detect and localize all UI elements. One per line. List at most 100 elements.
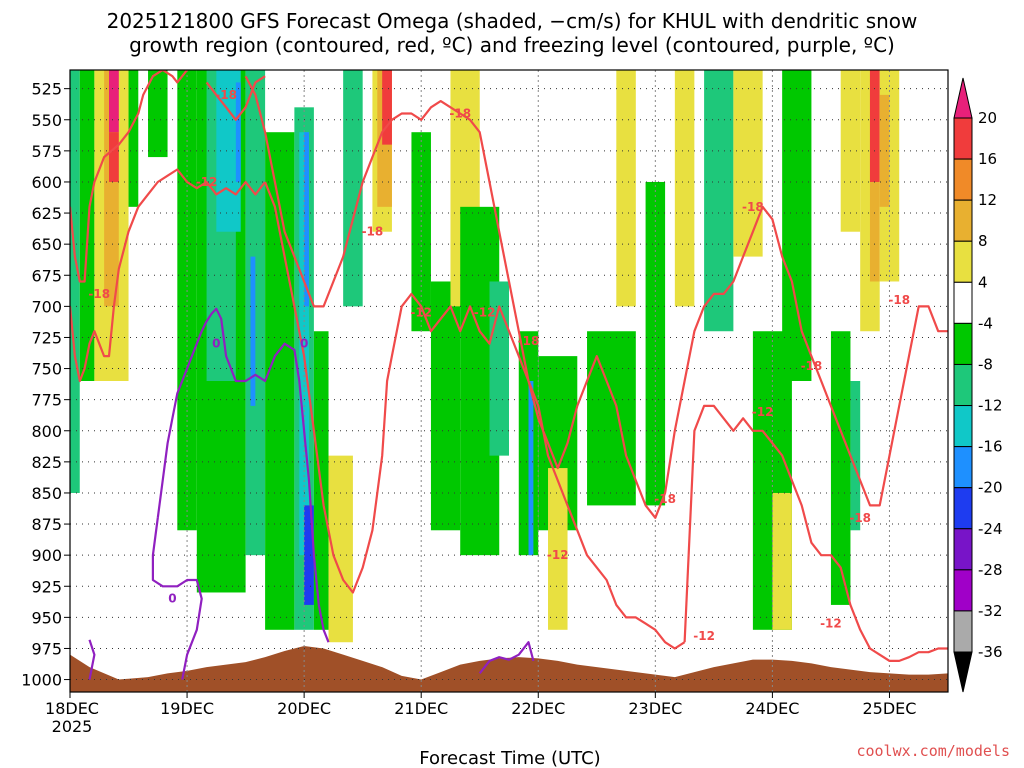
omega-shade-1 (79, 70, 95, 381)
x-tick-label-4: 22DEC (511, 699, 565, 718)
x-tick-label-5: 23DEC (628, 699, 682, 718)
title-line-2: growth region (contoured, red, ºC) and f… (129, 33, 895, 57)
omega-shade-37 (645, 181, 666, 506)
colorbar-box-5 (953, 322, 973, 365)
y-tick-label-13: 850 (31, 484, 62, 503)
x-tick-label-0: 18DEC (45, 699, 99, 718)
omega-shade-40 (733, 70, 763, 257)
contour-label-14: -12 (820, 617, 842, 631)
contour-label-18: 0 (300, 337, 308, 351)
x-tick-sublabel-0: 2025 (52, 717, 93, 736)
omega-shade-6 (128, 70, 139, 207)
colorbar-box-4 (953, 281, 973, 324)
chart-title: 2025121800 GFS Forecast Omega (shaded, −… (107, 9, 918, 57)
colorbar-label-10: -24 (978, 520, 1003, 538)
contour-label-3: -18 (362, 225, 384, 239)
contour-label-6: -18 (449, 107, 471, 121)
colorbar-label-1: 16 (978, 150, 997, 168)
contour-label-7: -18 (518, 334, 540, 348)
omega-shade-39 (704, 70, 734, 332)
colorbar-box-0 (953, 117, 973, 160)
colorbar-box-6 (953, 363, 973, 407)
colorbar: 20 16 12 8 4 -4 -8 -12 -16 -20 -24 -28 -32 -36 (953, 77, 1003, 693)
omega-shade-25 (382, 70, 392, 145)
y-tick-label-4: 625 (31, 204, 62, 223)
omega-shade-36 (616, 70, 636, 307)
omega-shade-32 (528, 381, 534, 556)
contour-label-0: -18 (215, 88, 237, 102)
colorbar-box-11 (953, 569, 973, 612)
y-tick-label-10: 775 (31, 391, 62, 410)
plot-frame (69, 69, 949, 693)
colorbar-label-3: 8 (978, 232, 988, 250)
omega-shade-17 (299, 132, 310, 556)
colorbar-label-7: -12 (978, 397, 1003, 415)
colorbar-bottom-arrow (953, 651, 973, 693)
contour-label-2: -18 (88, 287, 110, 301)
omega-shade-18 (304, 132, 310, 307)
omega-shade-38 (674, 70, 695, 307)
colorbar-box-12 (953, 610, 973, 653)
contour-label-8: -12 (547, 548, 569, 562)
contour-dgz-12-b (264, 181, 686, 650)
colorbar-box-8 (953, 446, 973, 489)
omega-shade-12 (235, 82, 241, 182)
omega-shade-5 (109, 132, 119, 182)
contour-freezing-0-b (151, 517, 203, 680)
colorbar-box-7 (953, 405, 973, 448)
x-tick-label-3: 21DEC (394, 699, 448, 718)
omega-shade-49 (869, 70, 880, 182)
contour-label-1: -12 (196, 175, 218, 189)
colorbar-box-10 (953, 528, 973, 571)
terrain-fill (70, 645, 948, 692)
y-tick-label-19: 1000 (21, 671, 62, 690)
colorbar-box-3 (953, 240, 973, 283)
y-tick-label-11: 800 (31, 422, 62, 441)
colorbar-label-5: -4 (978, 314, 993, 332)
contour-label-17: 0 (212, 337, 220, 351)
colorbar-label-12: -32 (978, 602, 1003, 620)
axes: 525 550 575 600 625 650 675 700 725 750 775 800 825 8… (21, 69, 949, 736)
y-tick-label-16: 925 (31, 577, 62, 596)
y-tick-label-9: 750 (31, 360, 62, 379)
y-tick-label-17: 950 (31, 608, 62, 627)
y-tick-label-0: 525 (31, 80, 62, 99)
contour-dgz-12-a (70, 168, 266, 383)
contour-dgz-18-a (70, 70, 188, 283)
colorbar-box-9 (953, 487, 973, 530)
omega-shade-15 (265, 132, 295, 630)
contour-label-16: -18 (888, 293, 910, 307)
y-tick-label-7: 700 (31, 297, 62, 316)
y-tick-label-1: 550 (31, 111, 62, 130)
contour-dgz-18-c (244, 75, 948, 519)
contour-freezing-0-c (88, 639, 96, 680)
y-tick-label-3: 600 (31, 173, 62, 192)
y-tick-label-15: 900 (31, 546, 62, 565)
plot-area: -18 -12 -18 -18 -12 -12 -18 -18 -12 -18 -12 -18 -12 -… (70, 70, 948, 692)
y-tick-label-12: 825 (31, 453, 62, 472)
contour-label-10: -12 (693, 629, 715, 643)
omega-shade-42 (772, 492, 792, 630)
contour-freezing-0-a (156, 307, 330, 643)
title-line-1: 2025121800 GFS Forecast Omega (shaded, −… (107, 9, 918, 33)
x-tick-label-6: 24DEC (745, 699, 799, 718)
y-tick-label-5: 650 (31, 235, 62, 254)
omega-shade-19 (304, 505, 314, 605)
omega-shade-44 (830, 331, 851, 605)
colorbar-label-8: -16 (978, 438, 1003, 456)
x-tick-label-2: 20DEC (277, 699, 331, 718)
omega-shade-45 (850, 381, 861, 531)
colorbar-label-9: -20 (978, 479, 1003, 497)
colorbar-label-2: 12 (978, 191, 997, 209)
contour-freezing-0-d (478, 641, 535, 674)
contour-dgz-12-c (683, 404, 948, 663)
colorbar-label-6: -8 (978, 355, 993, 373)
contour-label-9: -18 (654, 492, 676, 506)
y-tick-label-8: 725 (31, 328, 62, 347)
contour-label-13: -18 (801, 359, 823, 373)
omega-shade-0 (70, 70, 80, 493)
contour-label-15: -18 (849, 511, 871, 525)
contour-label-12: -12 (752, 405, 774, 419)
x-tick-label-7: 25DEC (862, 699, 916, 718)
